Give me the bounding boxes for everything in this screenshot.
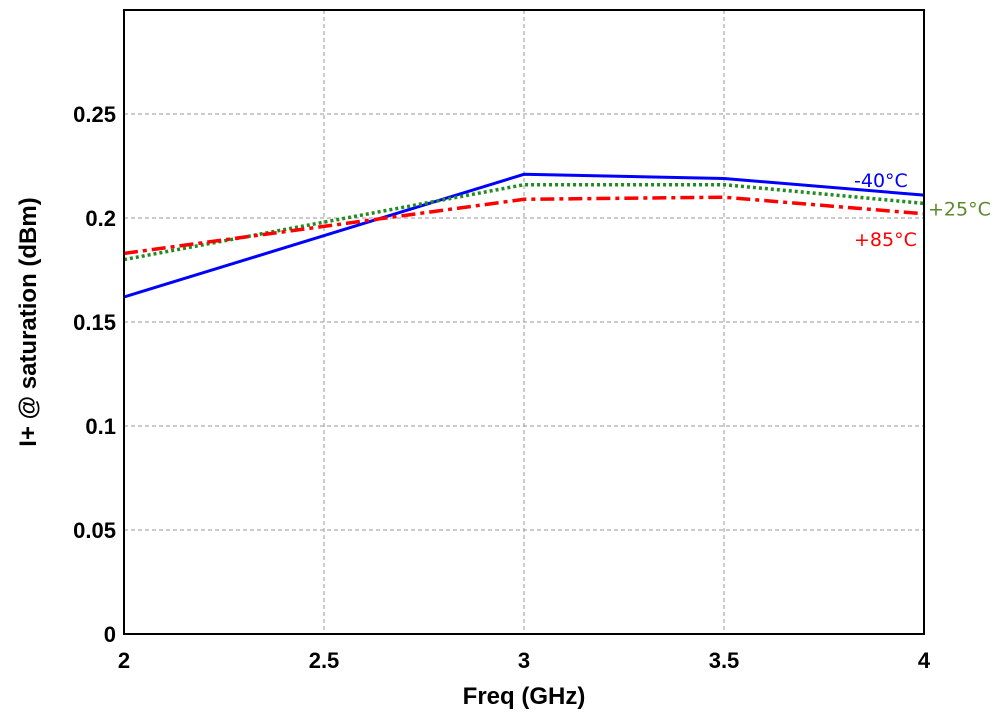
series-label: +85°C	[854, 229, 917, 251]
y-axis-title: I+ @ saturation (dBm)	[15, 197, 42, 446]
series-label: -40°C	[854, 170, 908, 192]
series-label: +25°C	[928, 198, 991, 220]
y-tick-label: 0.05	[73, 518, 116, 543]
x-tick-label: 2.5	[309, 648, 340, 673]
series-labels: -40°C +25°C +85°C	[854, 170, 991, 251]
series-line	[123, 172, 925, 299]
x-tick-label: 2	[118, 648, 130, 673]
y-tick-label: 0.2	[85, 206, 116, 231]
x-tick-label: 4	[918, 648, 931, 673]
series-lines	[123, 172, 925, 299]
series-line	[123, 182, 925, 262]
plot-frame	[123, 9, 925, 635]
x-tick-label: 3.5	[709, 648, 740, 673]
series-line	[123, 195, 925, 256]
tick-labels: 2 2.5 3 3.5 4 0 0.05 0.1 0.15 0.2 0.25	[73, 102, 931, 673]
y-tick-label: 0	[104, 622, 116, 647]
x-tick-label: 3	[518, 648, 530, 673]
y-tick-label: 0.25	[73, 102, 116, 127]
x-axis-title: Freq (GHz)	[463, 683, 586, 710]
y-tick-label: 0.1	[85, 414, 116, 439]
grid-lines	[124, 10, 924, 634]
y-tick-label: 0.15	[73, 310, 116, 335]
